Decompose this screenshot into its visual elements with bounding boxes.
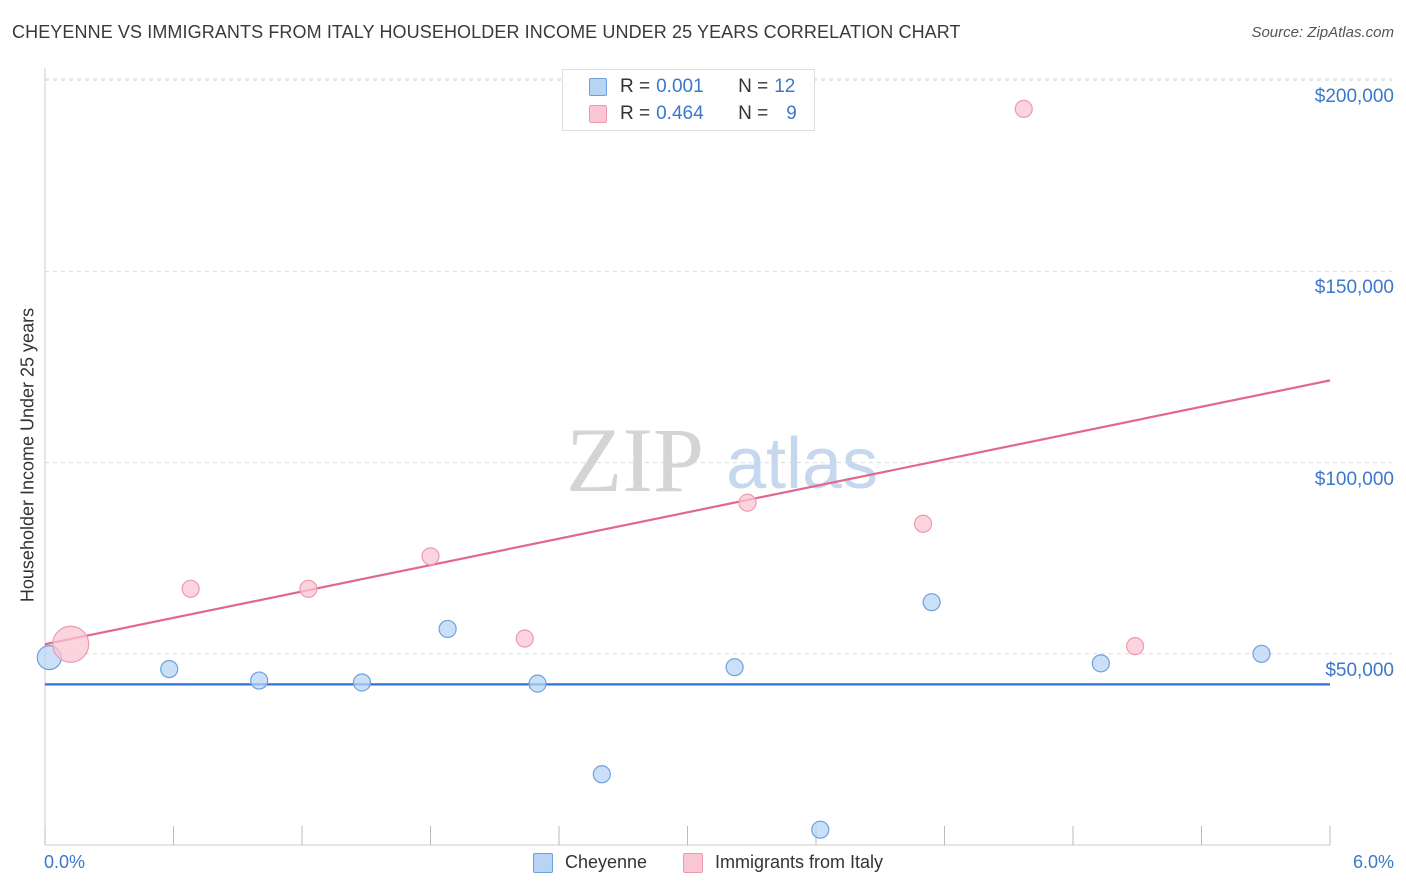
cheyenne-point bbox=[528, 674, 547, 693]
legend-n-label: N = bbox=[738, 103, 769, 124]
y-tick-label: $50,000 bbox=[1325, 659, 1394, 681]
bottom-legend-cheyenne: Cheyenne bbox=[533, 852, 647, 873]
legend-r-label: R = bbox=[620, 103, 651, 124]
italy-point bbox=[1126, 637, 1145, 656]
y-tick-label: $100,000 bbox=[1314, 468, 1394, 490]
x-tick-min: 0.0% bbox=[44, 852, 86, 872]
italy-swatch-icon bbox=[589, 105, 607, 123]
cheyenne-point bbox=[725, 658, 744, 677]
cheyenne-point bbox=[922, 593, 941, 612]
italy-legend-label: Immigrants from Italy bbox=[715, 852, 884, 872]
italy-point bbox=[515, 629, 534, 648]
legend-n-label: N = bbox=[738, 76, 769, 97]
legend-r-value: 0.464 bbox=[656, 103, 704, 124]
italy-point bbox=[738, 493, 757, 512]
italy-point bbox=[1014, 99, 1033, 118]
italy-point bbox=[913, 514, 933, 533]
y-tick-label: $200,000 bbox=[1314, 86, 1394, 108]
legend-row-italy: R = 0.464 N = 9 bbox=[589, 103, 797, 125]
cheyenne-swatch-icon bbox=[589, 78, 607, 96]
cheyenne-point bbox=[592, 765, 611, 784]
cheyenne-point bbox=[1252, 644, 1271, 663]
legend-r-value: 0.001 bbox=[656, 76, 704, 97]
italy-point bbox=[181, 579, 200, 598]
cheyenne-point bbox=[811, 820, 830, 839]
stats-legend: R = 0.001 N = 12 R = 0.464 N = 9 bbox=[562, 69, 815, 131]
chart-title: CHEYENNE VS IMMIGRANTS FROM ITALY HOUSEH… bbox=[12, 22, 961, 42]
axes bbox=[44, 68, 1331, 846]
italy-point bbox=[421, 547, 440, 566]
bottom-legend-italy: Immigrants from Italy bbox=[683, 852, 883, 873]
legend-row-cheyenne: R = 0.001 N = 12 bbox=[589, 76, 795, 98]
x-tick-max: 6.0% bbox=[1352, 852, 1394, 872]
italy-legend-icon bbox=[683, 852, 703, 873]
source-label: Source: ZipAtlas.com bbox=[1251, 24, 1394, 41]
cheyenne-point bbox=[352, 673, 372, 692]
italy-point bbox=[299, 579, 318, 598]
cheyenne-point bbox=[438, 619, 457, 639]
y-tick-label: $150,000 bbox=[1314, 277, 1394, 299]
legend-n-value: 9 bbox=[786, 103, 797, 124]
watermark-atlas: atlas bbox=[726, 424, 878, 504]
grid-lines bbox=[45, 78, 1392, 655]
cheyenne-point bbox=[160, 659, 179, 679]
watermark-zip: ZIP bbox=[566, 409, 704, 511]
cheyenne-point bbox=[1091, 654, 1110, 673]
legend-n-value: 12 bbox=[774, 76, 796, 97]
cheyenne-legend-icon bbox=[533, 852, 553, 873]
watermark: ZIP atlas bbox=[566, 409, 878, 511]
italy-trend-line bbox=[44, 379, 1331, 646]
legend-r-label: R = bbox=[620, 76, 651, 97]
data-points bbox=[36, 99, 1271, 839]
cheyenne-legend-label: Cheyenne bbox=[565, 852, 648, 872]
cheyenne-point bbox=[250, 671, 269, 690]
italy-point bbox=[52, 625, 90, 663]
